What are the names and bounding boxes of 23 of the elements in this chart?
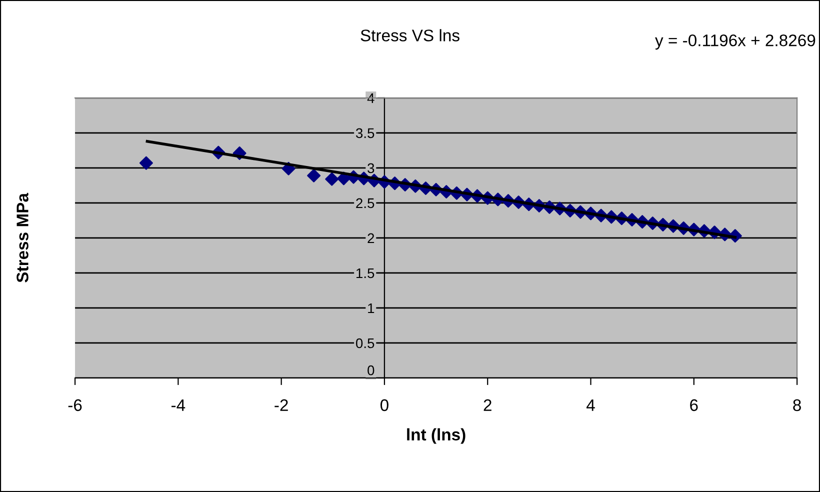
point xyxy=(307,168,321,182)
y-tick-label: 3.5 xyxy=(356,128,374,138)
x-tick-label: 4 xyxy=(586,399,595,411)
y-axis-title: Stress MPa xyxy=(16,192,28,282)
x-tick-label: 2 xyxy=(484,399,492,411)
chart-title: Stress VS lns xyxy=(360,29,460,42)
x-tick-label: 8 xyxy=(793,399,801,412)
point xyxy=(325,172,339,186)
y-tick-label: 0 xyxy=(368,365,374,376)
y-tick-label: 3 xyxy=(368,163,374,174)
y-tick-label: 2 xyxy=(368,233,374,243)
y-tick-label: 2.5 xyxy=(356,198,374,208)
y-tick-label: 1.5 xyxy=(356,268,374,278)
y-tick-label: 1 xyxy=(368,303,374,314)
point xyxy=(139,156,153,170)
x-tick-label: 6 xyxy=(690,399,698,412)
x-tick-label: -2 xyxy=(274,399,288,411)
x-tick-label: 0 xyxy=(380,399,388,412)
x-tick-label: -4 xyxy=(172,399,186,411)
x-axis-title: lnt (lns) xyxy=(407,428,466,444)
text: y = -0.1196x + 2.8269 xyxy=(655,34,816,50)
x-tick-label: -6 xyxy=(68,399,82,412)
y-tick-label: 0.5 xyxy=(356,338,374,348)
